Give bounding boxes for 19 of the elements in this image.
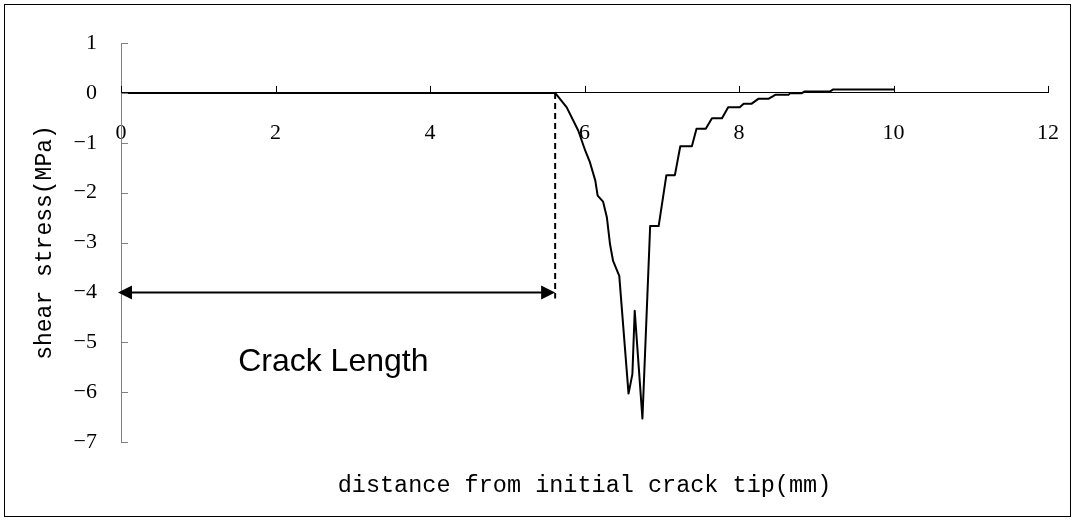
x-tick-label: 10 bbox=[882, 118, 905, 144]
x-tick-label: 8 bbox=[733, 118, 745, 144]
y-tick-label: −5 bbox=[73, 328, 97, 354]
y-tick-label: 1 bbox=[86, 28, 97, 54]
y-tick-label: −4 bbox=[73, 278, 97, 304]
y-tick-label: −7 bbox=[73, 427, 97, 453]
x-tick-label: 2 bbox=[270, 118, 281, 144]
x-tick-label: 6 bbox=[579, 118, 590, 144]
y-tick-label: −6 bbox=[73, 377, 97, 403]
y-tick-label: −1 bbox=[73, 128, 97, 154]
x-tick-label: 12 bbox=[1037, 118, 1059, 144]
y-tick-label: −2 bbox=[73, 178, 97, 204]
y-axis-title: shear stress(MPa) bbox=[32, 125, 59, 360]
y-tick-label: 0 bbox=[86, 78, 97, 104]
y-tick-label: −3 bbox=[73, 228, 97, 254]
x-tick-label: 0 bbox=[115, 118, 127, 144]
x-axis-title: distance from initial crack tip(mm) bbox=[337, 472, 832, 500]
x-tick-label: 4 bbox=[424, 118, 436, 144]
annotation: Crack Length bbox=[238, 342, 429, 379]
